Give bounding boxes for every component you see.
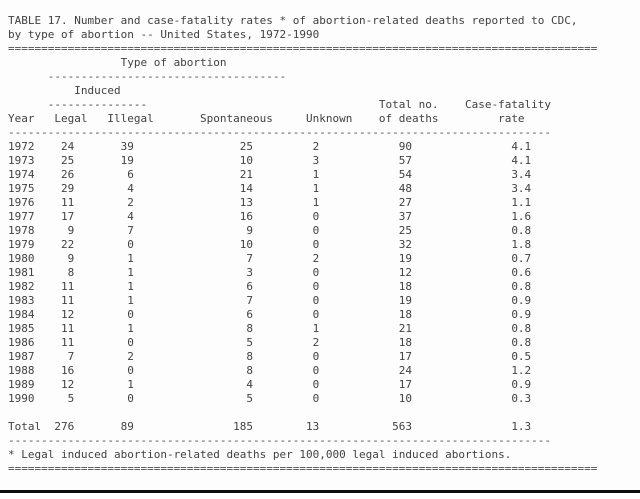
table-row-1978: 1978 9 7 9 0 25 0.8 (8, 224, 532, 237)
table-row-1985: 1985 11 1 8 1 21 0.8 (8, 322, 532, 335)
table-row-1975: 1975 29 4 14 1 48 3.4 (8, 182, 532, 195)
table-title-line2: by type of abortion -- United States, 19… (8, 28, 320, 41)
table-row-1979: 1979 22 0 10 0 32 1.8 (8, 238, 532, 251)
rule-double-top: ========================================… (8, 42, 598, 55)
footnote: * Legal induced abortion-related deaths … (8, 448, 512, 461)
table-row-1977: 1977 17 4 16 0 37 1.6 (8, 210, 532, 223)
table-row-1984: 1984 12 0 6 0 18 0.9 (8, 308, 532, 321)
header-group-induced: Induced (8, 84, 121, 97)
table-row-1981: 1981 8 1 3 0 12 0.6 (8, 266, 532, 279)
rule-header-dashes: ----------------------------------------… (8, 126, 552, 139)
table-row-1986: 1986 11 0 5 2 18 0.8 (8, 336, 532, 349)
table-body: 1972 24 39 25 2 90 4.1 1973 25 19 10 3 57… (8, 140, 597, 406)
table-row-1988: 1988 16 0 8 0 24 1.2 (8, 364, 532, 377)
rule-footer-dashes: ----------------------------------------… (8, 434, 552, 447)
header-group-type-of-abortion: Type of abortion (8, 56, 227, 69)
rule-double-bottom: ========================================… (8, 462, 598, 475)
total-row: Total 276 89 185 13 563 1.3 (8, 420, 532, 433)
table-row-1990: 1990 5 0 5 0 10 0.3 (8, 392, 532, 405)
table-row-1982: 1982 11 1 6 0 18 0.8 (8, 280, 532, 293)
rule-type-of-abortion-dashes: ------------------------------------ (8, 70, 287, 83)
ascii-table: TABLE 17. Number and case-fatality rates… (8, 14, 598, 475)
table-row-1989: 1989 12 1 4 0 17 0.9 (8, 378, 532, 391)
table-row-1972: 1972 24 39 25 2 90 4.1 (8, 140, 532, 153)
header-columns: Year Legal Illegal Spontaneous Unknown o… (8, 112, 525, 125)
table-row-1973: 1973 25 19 10 3 57 4.1 (8, 154, 532, 167)
table-row-1980: 1980 9 1 7 2 19 0.7 (8, 252, 532, 265)
table-row-1987: 1987 7 2 8 0 17 0.5 (8, 350, 532, 363)
header-line-total-casefatality: --------------- Total no. Case-fatality (8, 98, 552, 111)
bottom-border-line (0, 490, 640, 493)
table-row-1983: 1983 11 1 7 0 19 0.9 (8, 294, 532, 307)
table-title-line1: TABLE 17. Number and case-fatality rates… (8, 14, 578, 27)
table-row-1976: 1976 11 2 13 1 27 1.1 (8, 196, 532, 209)
blank-line (8, 406, 597, 420)
table-row-1974: 1974 26 6 21 1 54 3.4 (8, 168, 532, 181)
